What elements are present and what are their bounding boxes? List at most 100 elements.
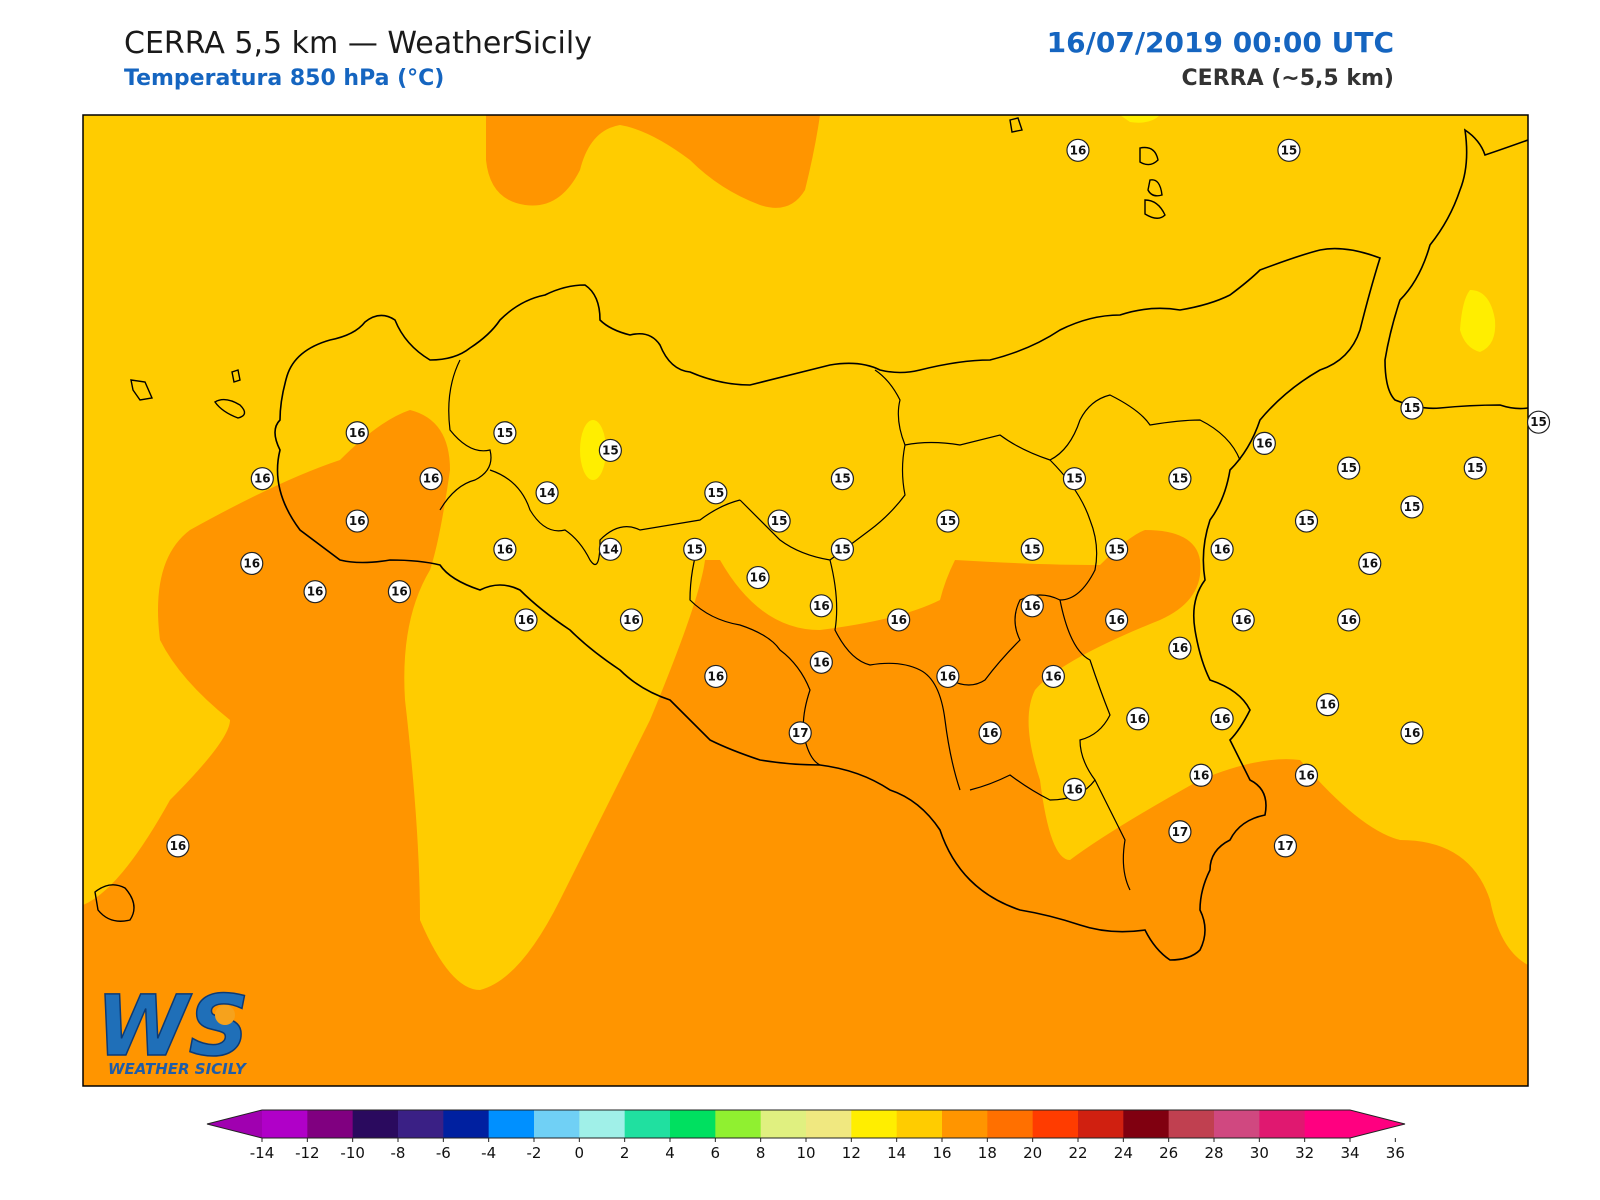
station-value: 15 (1340, 461, 1357, 475)
station-label: 17 (1168, 820, 1192, 844)
station-value: 16 (349, 514, 366, 528)
station-label: 16 (345, 421, 369, 445)
station-label: 15 (1526, 410, 1551, 434)
station-marker (619, 608, 644, 632)
station-value: 16 (1214, 542, 1231, 556)
station-marker (598, 438, 622, 463)
station-value: 16 (243, 556, 260, 570)
colorbar-segment (307, 1110, 354, 1138)
station-label: 16 (387, 580, 412, 604)
station-value: 15 (834, 472, 851, 486)
colorbar-tick-label: -8 (391, 1144, 406, 1162)
colorbar-tick-label: 34 (1340, 1144, 1359, 1162)
colorbar-segment (579, 1110, 626, 1138)
station-marker (1126, 707, 1150, 731)
station-marker (704, 481, 728, 505)
colorbar-tick-label: 32 (1295, 1144, 1314, 1162)
station-marker (1294, 509, 1319, 533)
station-label: 16 (704, 664, 728, 689)
station-label: 16 (1231, 608, 1255, 632)
colorbar-tick-label: -10 (340, 1144, 365, 1162)
model-label: CERRA (~5,5 km) (1181, 66, 1394, 91)
station-label: 16 (1066, 138, 1090, 162)
station-label: 16 (419, 467, 443, 491)
station-marker (419, 467, 443, 491)
colorbar-tick-label: 28 (1204, 1144, 1223, 1162)
station-label: 15 (830, 467, 855, 491)
station-value: 15 (771, 514, 788, 528)
station-label: 16 (619, 608, 644, 632)
station-value: 16 (1235, 613, 1252, 627)
field-16-18-north (486, 115, 820, 208)
chart-title: CERRA 5,5 km — WeatherSicily (124, 26, 592, 61)
station-value: 16 (1066, 782, 1083, 796)
colorbar-tick-label: 24 (1114, 1144, 1133, 1162)
island-ustica (1009, 117, 1023, 133)
station-label: 16 (746, 565, 770, 590)
station-label: 16 (1020, 594, 1044, 618)
station-label: 16 (887, 608, 911, 632)
island-levanzo (231, 369, 241, 383)
station-marker (683, 537, 707, 561)
colorbar-high-extension (1350, 1110, 1405, 1138)
station-value: 16 (1256, 436, 1273, 450)
station-label: 16 (809, 650, 833, 674)
station-label: 16 (493, 537, 517, 561)
station-label: 16 (1126, 707, 1150, 731)
station-marker (704, 664, 728, 689)
station-label: 16 (1105, 608, 1129, 632)
colorbar-segment (1259, 1110, 1306, 1138)
logo-letters: WS (96, 977, 249, 1075)
station-label: 16 (345, 509, 369, 533)
station-marker (1066, 138, 1090, 162)
colorbar-low-extension (207, 1110, 262, 1138)
colorbar-tick-label: -4 (481, 1144, 496, 1162)
station-label: 15 (1020, 537, 1044, 561)
station-label: 16 (1315, 693, 1340, 717)
colorbar-tick-label: 14 (887, 1144, 906, 1162)
station-label: 15 (704, 481, 728, 505)
station-marker (1526, 410, 1551, 434)
station-value: 16 (890, 613, 907, 627)
colorbar-tick-label: -12 (295, 1144, 320, 1162)
station-value: 16 (497, 542, 514, 556)
colorbar-tick-label: 2 (620, 1144, 630, 1162)
station-value: 16 (1024, 599, 1041, 613)
island-pantelleria (94, 884, 135, 922)
station-marker (535, 481, 559, 505)
station-value: 15 (497, 426, 514, 440)
station-value: 15 (834, 542, 851, 556)
station-marker (830, 537, 855, 561)
station-marker (1105, 537, 1129, 561)
colorbar-tick-label: 6 (711, 1144, 721, 1162)
station-label: 15 (1463, 456, 1487, 480)
field-12-14-east (1460, 290, 1496, 352)
station-marker (345, 421, 369, 445)
station-label: 16 (303, 580, 327, 604)
station-marker (1168, 820, 1192, 844)
boundary-catania-ragusa (969, 599, 1111, 801)
station-label: 16 (936, 664, 960, 689)
station-marker (1294, 763, 1319, 787)
station-value: 16 (1361, 556, 1378, 570)
island-vulcano (1144, 199, 1166, 219)
station-marker (166, 834, 190, 858)
station-label: 17 (788, 721, 812, 745)
station-value: 15 (940, 514, 957, 528)
station-label: 16 (250, 467, 274, 491)
station-label: 16 (514, 608, 538, 632)
boundary-siracusa (1094, 779, 1131, 891)
colorbar-tick-label: 30 (1250, 1144, 1269, 1162)
calabria-coastline (1384, 128, 1528, 410)
station-value: 15 (707, 486, 724, 500)
colorbar-segment (1078, 1110, 1124, 1138)
colorbar-tick-label: 18 (978, 1144, 997, 1162)
field-12-14-north (1120, 115, 1160, 123)
station-marker (767, 509, 791, 533)
station-label: 16 (1168, 636, 1192, 660)
island-lipari (1147, 179, 1163, 197)
station-value: 16 (1298, 768, 1315, 782)
colorbar-segment (443, 1110, 490, 1138)
colorbar-segment (1168, 1110, 1215, 1138)
colorbar-segment (398, 1110, 444, 1138)
